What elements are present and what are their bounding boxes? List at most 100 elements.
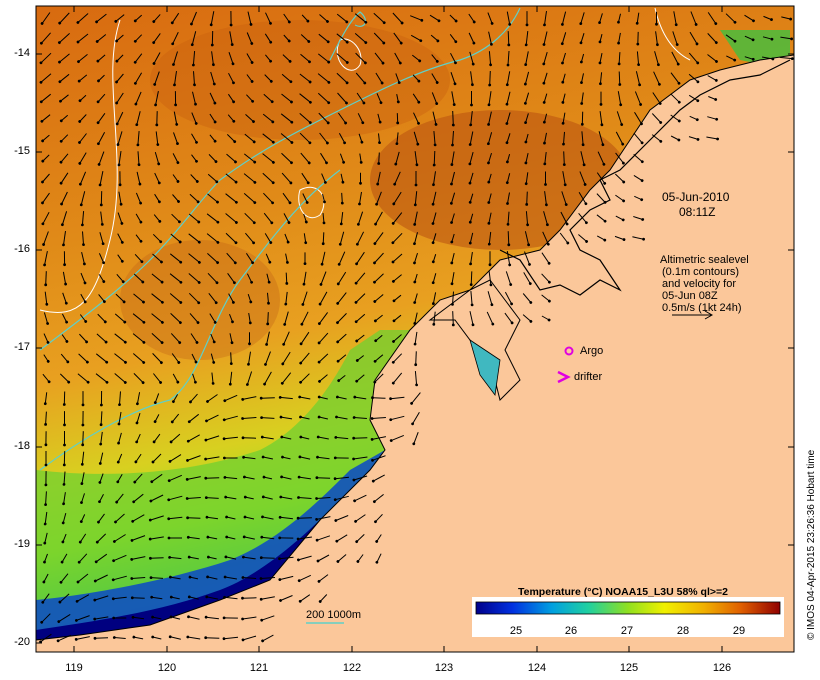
velocity-vector (524, 51, 529, 66)
velocity-vector (708, 96, 718, 101)
velocity-vector (451, 91, 456, 106)
velocity-vector (188, 233, 201, 244)
y-tick-marks (36, 53, 794, 644)
velocity-vector (505, 71, 511, 87)
velocity-vector (522, 314, 533, 323)
velocity-vector (96, 113, 106, 125)
velocity-vector (96, 54, 106, 63)
velocity-vector (336, 292, 347, 305)
velocity-vector (204, 435, 220, 442)
velocity-vector (153, 414, 160, 424)
velocity-vector (449, 192, 456, 205)
velocity-vector (450, 171, 455, 186)
velocity-vector (744, 14, 755, 23)
velocity-vector (210, 353, 216, 364)
velocity-vector (317, 53, 331, 64)
velocity-vector (414, 371, 419, 387)
velocity-vector (78, 533, 87, 544)
velocity-vector (225, 193, 238, 204)
velocity-vector (187, 413, 200, 424)
velocity-vector (59, 573, 69, 584)
velocity-vector (391, 353, 403, 364)
velocity-vector (303, 233, 308, 245)
velocity-vector (42, 231, 49, 246)
velocity-vector (116, 273, 125, 284)
velocity-vector (98, 274, 106, 284)
velocity-vector (375, 72, 384, 85)
velocity-vector (260, 535, 275, 540)
velocity-vector (278, 395, 293, 400)
velocity-vector (431, 54, 439, 63)
velocity-vector (115, 493, 124, 504)
velocity-vector (206, 575, 218, 580)
velocity-vector (134, 253, 144, 264)
velocity-vector (204, 615, 219, 620)
velocity-vector (431, 292, 437, 306)
velocity-vector (207, 272, 219, 285)
velocity-vector (210, 71, 216, 86)
velocity-vector (97, 74, 105, 83)
velocity-vector (336, 271, 347, 286)
velocity-vector (133, 34, 143, 43)
velocity-vector (317, 415, 329, 420)
velocity-vector (207, 173, 219, 184)
velocity-vector (725, 13, 737, 24)
velocity-vector (524, 172, 529, 186)
velocity-vector (469, 252, 473, 266)
velocity-vector (373, 354, 384, 363)
image-time: 08:11Z (679, 205, 716, 219)
velocity-vector (262, 475, 273, 480)
velocity-vector (451, 130, 454, 147)
velocity-vector (188, 292, 201, 305)
velocity-vector (152, 14, 161, 24)
velocity-vector (190, 174, 199, 183)
velocity-vector (524, 231, 530, 247)
velocity-vector (431, 212, 437, 225)
velocity-vector (95, 13, 107, 24)
velocity-vector (395, 132, 399, 146)
velocity-vector (336, 333, 347, 344)
velocity-vector (115, 54, 124, 63)
velocity-vector (505, 271, 513, 287)
velocity-vector (58, 73, 70, 84)
velocity-vector (169, 273, 183, 284)
velocity-vector (651, 113, 663, 124)
velocity-vector (412, 74, 421, 83)
velocity-vector (77, 54, 88, 63)
velocity-vector (99, 411, 103, 427)
velocity-vector (209, 113, 217, 124)
sealevel-contour (39, 19, 121, 313)
velocity-vector (391, 253, 403, 264)
velocity-vector (280, 475, 292, 480)
y-tick-label: -18 (14, 440, 30, 452)
velocity-vector (522, 293, 533, 304)
velocity-vector (205, 414, 219, 423)
velocity-vector (615, 152, 625, 165)
velocity-vector (264, 351, 271, 366)
velocity-vector (44, 491, 47, 507)
velocity-vector (80, 293, 87, 304)
velocity-vector (262, 172, 275, 185)
velocity-vector (377, 113, 382, 124)
velocity-vector (391, 274, 402, 283)
colorbar-title: Temperature (°C) NOAA15_L3U 58% ql>=2 (518, 586, 728, 598)
velocity-vector (80, 272, 87, 285)
velocity-vector (149, 576, 164, 579)
colorbar-tick: 29 (732, 625, 746, 637)
velocity-vector (451, 110, 455, 127)
velocity-vector (297, 574, 312, 583)
velocity-vector (451, 291, 454, 306)
velocity-vector (359, 153, 363, 164)
velocity-vector (413, 293, 418, 304)
velocity-vector (58, 12, 70, 25)
velocity-vector (525, 211, 529, 227)
velocity-vector (393, 171, 401, 186)
x-tick-label: 122 (342, 662, 362, 674)
velocity-vector (299, 331, 310, 346)
velocity-vector (302, 271, 307, 286)
velocity-vector (97, 513, 105, 524)
velocity-vector (42, 573, 49, 584)
velocity-vector (281, 455, 291, 460)
velocity-vector (173, 111, 179, 126)
velocity-vector (243, 515, 255, 520)
